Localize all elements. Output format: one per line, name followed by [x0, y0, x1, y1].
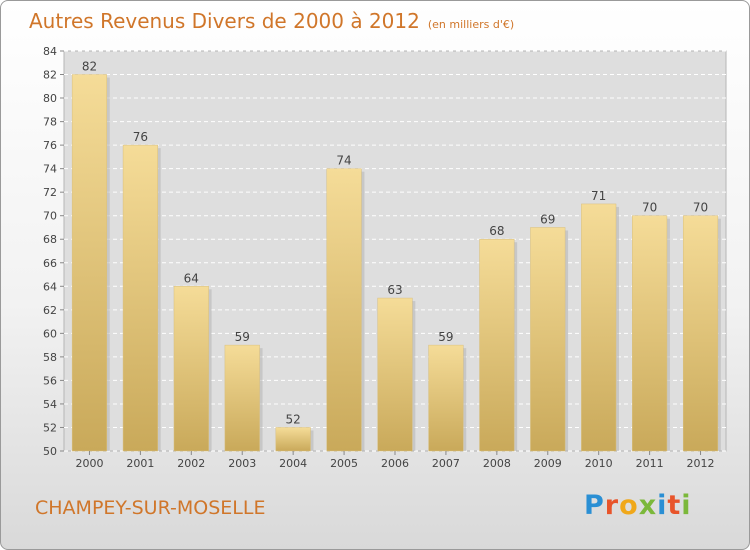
bar: [530, 227, 566, 452]
y-tick-label: 80: [43, 92, 57, 105]
bar: [581, 203, 617, 452]
x-tick-label: 2012: [687, 457, 715, 470]
y-tick-label: 84: [43, 45, 57, 58]
chart-subtitle: (en milliers d'€): [427, 18, 515, 31]
y-tick-label: 64: [43, 280, 57, 293]
y-tick-label: 56: [43, 374, 57, 387]
logo-letter: i: [657, 490, 668, 521]
logo-letter: t: [667, 490, 682, 521]
x-tick-label: 2007: [432, 457, 460, 470]
bar: [71, 74, 108, 452]
x-tick-label: 2010: [585, 457, 613, 470]
bar: [428, 344, 464, 452]
bar: [224, 344, 260, 452]
x-tick-label: 2008: [483, 457, 511, 470]
data-label: 82: [82, 60, 97, 74]
logo-letter: r: [604, 490, 620, 521]
data-label: 76: [133, 130, 148, 144]
y-tick-label: 54: [43, 398, 57, 411]
bars: [71, 74, 721, 452]
chart-title: Autres Revenus Divers de 2000 à 2012 (en …: [29, 9, 514, 33]
y-axis: 50 52 54 56 58 60 62 64 66 68 70 72 74 76 78 80 82 84: [43, 45, 64, 458]
y-tick-label: 82: [43, 69, 57, 82]
data-label: 70: [642, 201, 657, 215]
logo-letter: x: [638, 490, 658, 521]
y-tick-label: 70: [43, 210, 57, 223]
data-label: 71: [591, 189, 606, 203]
y-tick-label: 76: [43, 139, 57, 152]
x-tick-label: 2002: [177, 457, 205, 470]
data-label: 64: [184, 271, 199, 285]
bar: [682, 215, 719, 452]
x-tick-label: 2003: [228, 457, 256, 470]
data-label: 74: [336, 154, 351, 168]
x-tick-label: 2009: [534, 457, 562, 470]
y-tick-label: 72: [43, 186, 57, 199]
chart-title-text: Autres Revenus Divers de 2000 à 2012: [29, 9, 420, 33]
logo-letter: P: [584, 490, 605, 521]
data-label: 68: [489, 224, 504, 238]
y-tick-label: 66: [43, 257, 57, 270]
x-tick-label: 2005: [330, 457, 358, 470]
bar: [479, 238, 515, 452]
x-tick-label: 2004: [279, 457, 307, 470]
y-tick-label: 62: [43, 304, 57, 317]
data-label: 70: [693, 201, 708, 215]
bar: [275, 427, 311, 452]
data-label: 59: [235, 330, 250, 344]
data-labels: 82 76 64 59 52 74 63 59 68 69 71 70 70: [82, 60, 708, 427]
bar: [122, 144, 158, 452]
y-tick-label: 74: [43, 163, 57, 176]
y-tick-label: 50: [43, 445, 57, 458]
bar: [377, 297, 413, 452]
bar: [173, 286, 209, 452]
y-tick-label: 78: [43, 116, 57, 129]
data-label: 69: [540, 212, 555, 226]
x-tick-label: 2006: [381, 457, 409, 470]
y-tick-label: 60: [43, 327, 57, 340]
bar: [632, 215, 668, 452]
x-tick-label: 2011: [636, 457, 664, 470]
y-tick-label: 68: [43, 233, 57, 246]
logo-letter: i: [681, 490, 692, 521]
commune-name: CHAMPEY-SUR-MOSELLE: [35, 497, 266, 519]
x-tick-label: 2000: [75, 457, 103, 470]
x-axis: 2000 2001 2002 2003 2004 2005 2006 2007 2008 2009…: [75, 451, 715, 470]
bar: [326, 168, 362, 452]
proxiti-logo: Proxiti: [584, 490, 692, 521]
data-label: 52: [286, 412, 301, 426]
y-tick-label: 52: [43, 421, 57, 434]
logo-letter: o: [619, 490, 639, 521]
y-tick-label: 58: [43, 351, 57, 364]
data-label: 63: [387, 283, 402, 297]
x-tick-label: 2001: [126, 457, 154, 470]
data-label: 59: [438, 330, 453, 344]
